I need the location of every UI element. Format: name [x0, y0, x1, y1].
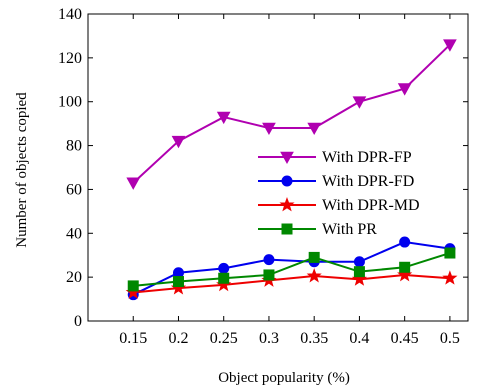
data-point-3-5 — [353, 266, 365, 278]
series-line-1 — [132, 241, 451, 296]
data-point-0-4 — [307, 122, 322, 136]
y-tick-label: 0 — [74, 313, 82, 330]
series-line-2 — [133, 273, 450, 294]
data-point-0-5 — [352, 96, 367, 109]
series-line-0 — [132, 43, 451, 184]
data-point-2-6 — [397, 266, 413, 282]
data-point-3-4 — [308, 251, 320, 263]
x-tick-label: 0.4 — [349, 330, 369, 347]
data-point-0-7 — [443, 39, 457, 52]
data-point-2-7 — [442, 270, 458, 285]
x-tick-label: 0.5 — [440, 330, 460, 347]
data-point-0-1 — [171, 135, 186, 149]
data-point-2-4 — [306, 268, 322, 283]
x-tick-label: 0.25 — [210, 330, 238, 347]
data-point-1-2 — [218, 262, 230, 274]
data-point-0-6 — [397, 83, 412, 96]
y-tick-label: 60 — [66, 181, 82, 198]
plot-frame — [87, 13, 469, 322]
series-lines — [132, 43, 451, 296]
data-point-3-0 — [127, 280, 139, 292]
data-point-0-3 — [262, 122, 276, 136]
x-tick-label: 0.35 — [300, 330, 328, 347]
legend-label-1: With DPR-FD — [322, 173, 414, 190]
x-tick-label: 0.2 — [168, 330, 188, 347]
data-point-3-1 — [172, 276, 184, 288]
data-point-3-3 — [263, 269, 275, 281]
y-tick-label: 80 — [66, 138, 82, 155]
series-markers — [125, 39, 458, 301]
legend-label-3: With PR — [322, 221, 377, 238]
y-tick-label: 120 — [58, 50, 82, 67]
legend-marker-2 — [279, 197, 295, 212]
legend-marker-1 — [281, 175, 293, 187]
y-tick-label: 40 — [66, 225, 82, 242]
legend-label-0: With DPR-FP — [322, 149, 412, 166]
y-tick-label: 100 — [58, 94, 82, 111]
y-axis-label: Number of objects copied — [14, 92, 30, 248]
x-axis-label: Object popularity (%) — [218, 370, 350, 386]
data-point-3-2 — [218, 272, 230, 284]
data-point-3-7 — [444, 247, 456, 259]
data-point-1-3 — [263, 254, 275, 266]
y-axis-ticks: 0 20 40 60 80 100 120 140 — [58, 6, 468, 330]
series-line-3 — [133, 252, 451, 287]
x-tick-label: 0.15 — [119, 330, 147, 347]
data-point-0-0 — [126, 177, 141, 190]
plot-border — [87, 13, 469, 322]
x-tick-label: 0.45 — [391, 330, 419, 347]
y-tick-label: 140 — [58, 6, 82, 23]
y-tick-label: 20 — [66, 269, 82, 286]
legend-label-2: With DPR-MD — [322, 197, 420, 214]
data-point-0-2 — [216, 111, 231, 125]
x-axis-ticks: 0.15 0.2 0.25 0.3 0.35 0.4 0.45 0.5 — [119, 14, 460, 347]
x-tick-label: 0.3 — [259, 330, 279, 347]
data-point-3-6 — [399, 261, 411, 273]
data-point-2-5 — [351, 271, 367, 286]
data-point-1-6 — [399, 236, 411, 248]
data-point-1-5 — [353, 256, 365, 268]
legend-marker-3 — [281, 223, 293, 235]
legend-marker-0 — [280, 151, 294, 165]
legend: With DPR-FP With DPR-FD With DPR-MD With PR — [258, 149, 420, 238]
